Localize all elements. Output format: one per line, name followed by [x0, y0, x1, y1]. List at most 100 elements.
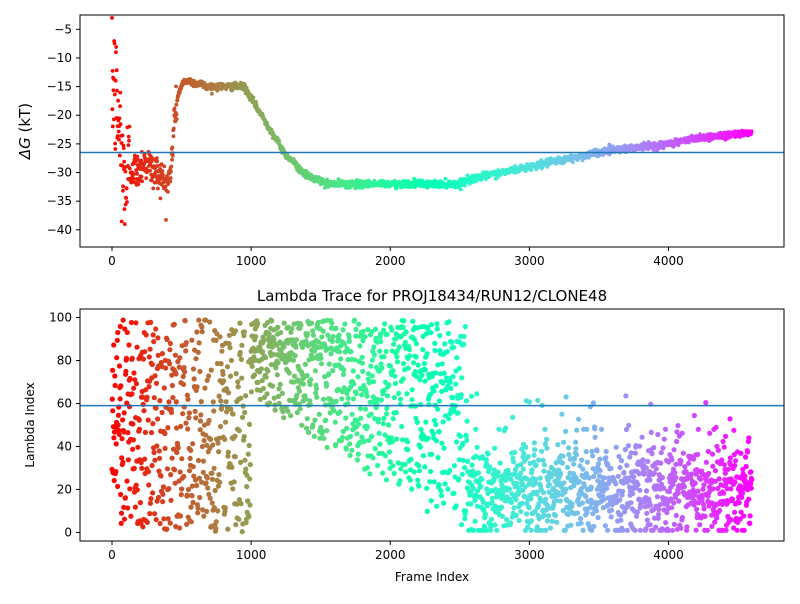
lambda-point [405, 447, 411, 453]
lambda-point [247, 502, 253, 508]
lambda-point [195, 510, 201, 516]
lambda-point [408, 456, 414, 462]
lambda-point [617, 464, 623, 471]
lambda-point [189, 337, 195, 343]
lambda-point [118, 491, 124, 498]
lambda-point [624, 462, 630, 468]
lambda-point [415, 477, 421, 483]
lambda-point [115, 329, 121, 336]
lambda-point [321, 435, 327, 441]
lambda-point [463, 433, 469, 439]
lambda-point [201, 513, 207, 519]
lambda-point [370, 394, 376, 400]
lambda-point [368, 411, 374, 417]
lambda-point [111, 477, 117, 484]
lambda-point [344, 390, 350, 396]
lambda-point [356, 321, 362, 327]
lambda-point [339, 396, 345, 402]
lambda-point [675, 490, 681, 496]
delta-g-point [168, 176, 173, 180]
lambda-point [194, 384, 200, 390]
lambda-point [655, 431, 661, 438]
lambda-point [377, 441, 383, 447]
lambda-point [342, 341, 348, 347]
lambda-point [603, 455, 609, 461]
lambda-point [303, 338, 309, 344]
lambda-point [137, 500, 143, 506]
lambda-point [168, 409, 175, 416]
lambda-point [563, 486, 569, 492]
lambda-point [172, 352, 178, 358]
lambda-point [420, 347, 426, 353]
lambda-point [425, 435, 431, 441]
lambda-point [350, 368, 356, 374]
lambda-point [642, 470, 648, 476]
lambda-point [306, 429, 312, 435]
lambda-point [623, 393, 629, 399]
lambda-point [470, 468, 476, 474]
lambda-point [460, 440, 466, 446]
lambda-point [190, 499, 196, 505]
lambda-point [448, 385, 454, 391]
lambda-point [703, 400, 709, 406]
lambda-point [649, 451, 655, 457]
lambda-point [293, 344, 299, 350]
lambda-point [222, 419, 229, 425]
lambda-point [499, 513, 505, 519]
delta-g-point [117, 116, 122, 121]
lambda-point [269, 318, 275, 324]
lambda-point [226, 332, 232, 338]
lambda-point [731, 509, 738, 515]
lambda-point [330, 333, 336, 340]
lambda-point [437, 371, 443, 377]
lambda-point [605, 527, 611, 533]
lambda-point [381, 387, 387, 393]
lambda-point [198, 412, 204, 418]
lambda-point [482, 511, 488, 517]
lambda-point [464, 437, 470, 443]
lambda-point [422, 367, 428, 373]
lambda-point [379, 365, 385, 371]
lambda-point [526, 399, 533, 405]
lambda-point [197, 494, 203, 501]
lambda-point [134, 487, 140, 493]
lambda-point [159, 409, 165, 416]
lambda-point [244, 484, 250, 490]
lambda-point [341, 367, 347, 373]
lambda-point [672, 470, 678, 476]
lambda-point [727, 416, 733, 422]
lambda-point [441, 500, 447, 506]
lambda-point [180, 411, 186, 417]
lambda-point [375, 462, 381, 469]
lambda-point [448, 339, 455, 345]
lambda-point [292, 353, 298, 359]
lambda-point [620, 488, 626, 494]
lambda-point [407, 477, 413, 483]
lambda-point [147, 500, 153, 506]
lambda-point [278, 330, 284, 336]
lambda-point [133, 381, 140, 387]
lambda-point [220, 371, 226, 377]
lambda-point [387, 363, 394, 369]
lambda-point [560, 453, 566, 459]
delta-g-point [121, 188, 125, 193]
lambda-point [416, 483, 422, 489]
lambda-point [359, 354, 365, 360]
lambda-point [461, 341, 467, 347]
lambda-point [181, 473, 187, 480]
lambda-point [576, 416, 582, 422]
lambda-point [414, 325, 421, 331]
lambda-point [464, 418, 470, 424]
lambda-point [357, 406, 364, 412]
lambda-point [124, 478, 130, 484]
lambda-point [702, 513, 708, 520]
lambda-point [147, 510, 153, 517]
lambda-point [411, 337, 418, 343]
lambda-point [169, 372, 175, 378]
lambda-point [413, 341, 419, 347]
lambda-point [359, 434, 365, 440]
lambda-point [333, 398, 339, 404]
lambda-point [655, 511, 662, 518]
lambda-point [355, 451, 361, 457]
lambda-point [645, 458, 651, 464]
